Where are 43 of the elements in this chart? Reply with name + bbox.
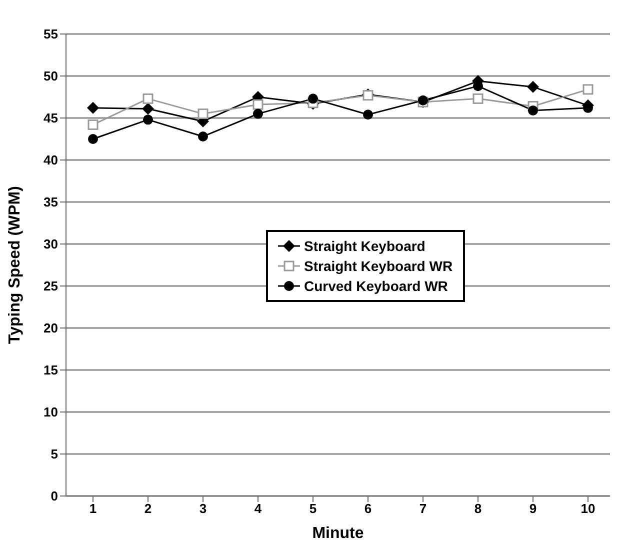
x-tick-label: 5	[309, 501, 317, 516]
y-tick-label: 40	[44, 152, 58, 168]
point	[142, 102, 154, 115]
legend-label: Straight Keyboard	[304, 238, 426, 254]
x-tick-label: 8	[474, 501, 482, 516]
point	[363, 110, 373, 120]
y-tick-label: 10	[44, 404, 58, 420]
y-tick-label: 0	[50, 488, 58, 504]
x-tick-label: 6	[364, 501, 372, 516]
y-tick-label: 30	[44, 236, 58, 252]
y-tick-label: 5	[50, 446, 58, 462]
point	[308, 94, 318, 104]
point	[527, 80, 539, 93]
point	[88, 119, 98, 130]
x-tick-label: 4	[254, 501, 262, 516]
point	[528, 105, 538, 116]
y-tick-label: 20	[44, 320, 58, 336]
point	[472, 93, 484, 104]
point	[252, 99, 264, 110]
point	[198, 108, 208, 120]
legend-label: Straight Keyboard WR	[304, 258, 453, 274]
x-tick-label: 7	[419, 501, 427, 516]
x-tick-label: 9	[529, 501, 537, 516]
point	[198, 131, 208, 142]
x-tick-label: 2	[144, 501, 152, 516]
y-tick-label: 25	[44, 278, 58, 294]
y-tick-label: 15	[44, 362, 58, 378]
legend-label: Curved Keyboard WR	[304, 278, 448, 294]
point	[253, 108, 263, 119]
x-axis-title: Minute	[312, 525, 364, 542]
point	[142, 93, 154, 104]
x-tick-label: 1	[89, 501, 97, 516]
point	[88, 134, 98, 144]
y-tick-label: 45	[44, 110, 58, 126]
point	[143, 114, 153, 125]
x-tick-label: 10	[580, 501, 596, 516]
point	[582, 84, 594, 95]
x-tick-label: 3	[199, 501, 207, 516]
y-tick-label: 35	[44, 194, 58, 210]
y-tick-label: 55	[44, 26, 58, 42]
y-axis-title: Typing Speed (WPM)	[6, 186, 24, 344]
point	[87, 102, 99, 114]
y-tick-label: 50	[44, 68, 58, 84]
